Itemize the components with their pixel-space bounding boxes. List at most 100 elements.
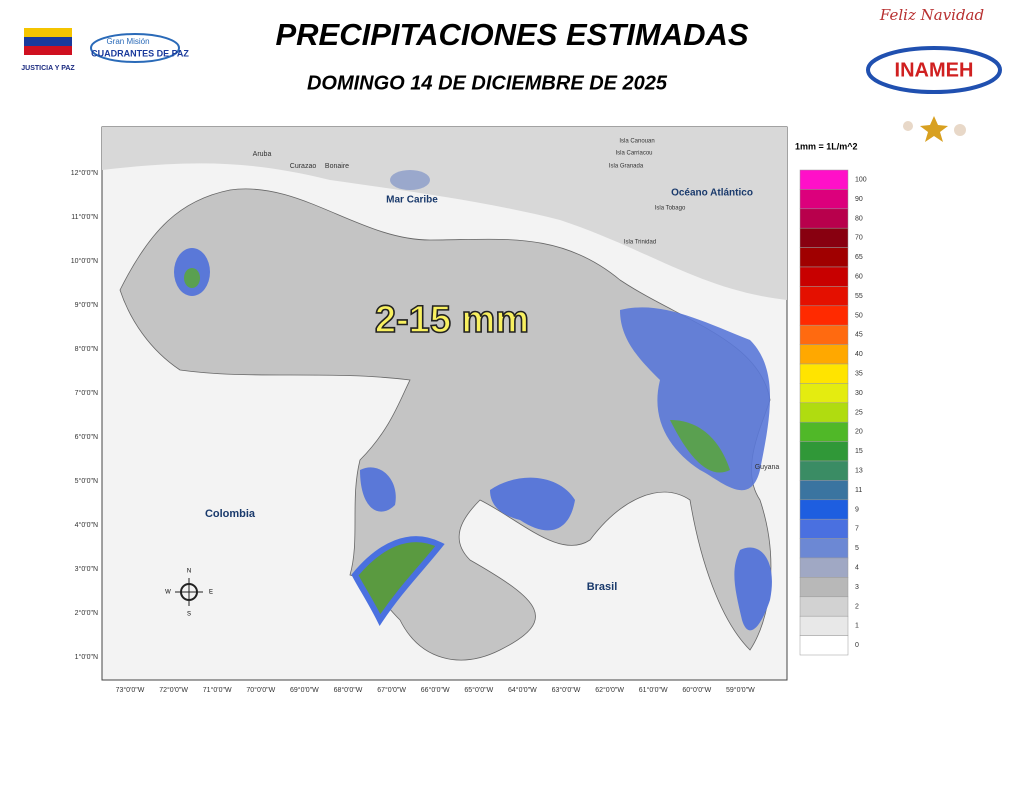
legend-label: 55 (855, 293, 863, 300)
map-label: Bonaire (325, 163, 349, 170)
lat-label: 1°0'0"N (75, 653, 98, 661)
lat-label: 11°0'0"N (71, 213, 98, 221)
legend-swatch (799, 305, 849, 326)
inameh: INAMEH (895, 59, 974, 81)
legend-label: 35 (855, 371, 863, 378)
legend-swatch (799, 577, 849, 598)
legend-swatch (799, 266, 849, 287)
logo-right: Feliz Navidad INAMEH (866, 6, 1002, 142)
legend-label: 90 (855, 196, 863, 203)
legend-label: 9 (855, 506, 859, 513)
lat-label: 8°0'0"N (75, 345, 98, 353)
legend-title: 1mm = 1L/m^2 (795, 141, 858, 151)
legend-swatch (799, 518, 849, 539)
legend-swatch (799, 169, 849, 190)
lon-label: 67°0'0"W (377, 686, 406, 694)
greeting: Feliz Navidad (879, 6, 984, 24)
legend-label: 13 (855, 468, 863, 475)
map-label: Colombia (205, 508, 256, 520)
lat-label: 7°0'0"N (75, 389, 98, 397)
logo-left: JUSTICIA Y PAZ Gran Misión CUADRANTES DE… (21, 28, 189, 72)
lon-label: 59°0'0"W (726, 686, 755, 694)
map-label: Guyana (755, 464, 780, 471)
lat-label: 12°0'0"N (71, 169, 98, 177)
legend-swatch (799, 596, 849, 617)
legend-swatch (799, 363, 849, 384)
legend-swatch (799, 383, 849, 404)
legend-swatch (799, 635, 849, 656)
title: PRECIPITACIONES ESTIMADAS (275, 17, 748, 52)
lat-label: 4°0'0"N (75, 521, 98, 529)
map-label: Aruba (253, 151, 272, 158)
legend-swatch (799, 615, 849, 636)
legend-swatch (799, 441, 849, 462)
legend-swatch (799, 402, 849, 423)
compass (175, 578, 203, 606)
legend-label: 0 (855, 642, 859, 649)
map-label: Brasil (587, 581, 618, 593)
compass-label: N (187, 569, 191, 575)
lon-label: 72°0'0"W (159, 686, 188, 694)
legend-label: 20 (855, 429, 863, 436)
compass-label: S (187, 612, 191, 618)
lat-label: 3°0'0"N (75, 565, 98, 573)
legend-swatch (799, 286, 849, 307)
lat-label: 10°0'0"N (71, 257, 98, 265)
lat-label: 6°0'0"N (75, 433, 98, 441)
legend-label: 11 (855, 487, 862, 494)
lon-label: 66°0'0"W (421, 686, 450, 694)
legend-swatch (799, 480, 849, 501)
lon-label: 73°0'0"W (116, 686, 145, 694)
map-label: Isla Carriacou (615, 151, 652, 157)
map-label: Isla Trinidad (624, 240, 656, 246)
legend-swatch (799, 189, 849, 210)
legend-label: 4 (855, 565, 859, 572)
highlight: 2-15 mm (375, 299, 529, 341)
logo-text: Gran Misión (106, 37, 149, 46)
lat-label: 2°0'0"N (75, 609, 98, 617)
legend-swatch (799, 344, 849, 365)
legend-swatch (799, 557, 849, 578)
legend-label: 50 (855, 312, 863, 319)
legend-label: 2 (855, 603, 859, 610)
lon-label: 70°0'0"W (246, 686, 275, 694)
lon-label: 64°0'0"W (508, 686, 537, 694)
legend-label: 3 (855, 584, 859, 591)
logo-text: CUADRANTES DE PAZ (91, 48, 189, 58)
legend-label: 100 (855, 177, 867, 184)
lat-label: 9°0'0"N (75, 301, 98, 309)
legend-label: 60 (855, 274, 863, 281)
legend-label: 1 (855, 623, 859, 630)
legend-label: 30 (855, 390, 863, 397)
legend-swatch (799, 421, 849, 442)
compass-label: E (209, 590, 213, 596)
legend-swatch (799, 460, 849, 481)
legend-swatch (799, 247, 849, 268)
lon-label: 61°0'0"W (639, 686, 668, 694)
legend-label: 80 (855, 215, 863, 222)
map-label: Isla Canouan (619, 139, 654, 145)
map-label: Isla Granada (609, 164, 644, 170)
legend-swatch (799, 227, 849, 248)
legend-label: 40 (855, 351, 863, 358)
legend-label: 45 (855, 332, 863, 339)
map-label: Océano Atlántico (671, 188, 753, 199)
legend-label: 65 (855, 254, 863, 261)
legend-swatch (799, 208, 849, 229)
lat-label: 5°0'0"N (75, 477, 98, 485)
legend-label: 7 (855, 526, 859, 533)
date: DOMINGO 14 DE DICIEMBRE DE 2025 (307, 72, 668, 94)
map-label: Isla Tobago (655, 206, 686, 212)
legend-swatch (799, 538, 849, 559)
map-label: Mar Caribe (386, 195, 438, 206)
lon-label: 65°0'0"W (464, 686, 493, 694)
legend-label: 25 (855, 409, 863, 416)
legend-swatch (799, 324, 849, 345)
lon-label: 63°0'0"W (552, 686, 581, 694)
map-label: Curazao (290, 163, 317, 170)
compass-label: W (165, 590, 171, 596)
legend-label: 5 (855, 545, 859, 552)
map: 2-15 mm (101, 126, 788, 681)
lon-label: 62°0'0"W (595, 686, 624, 694)
